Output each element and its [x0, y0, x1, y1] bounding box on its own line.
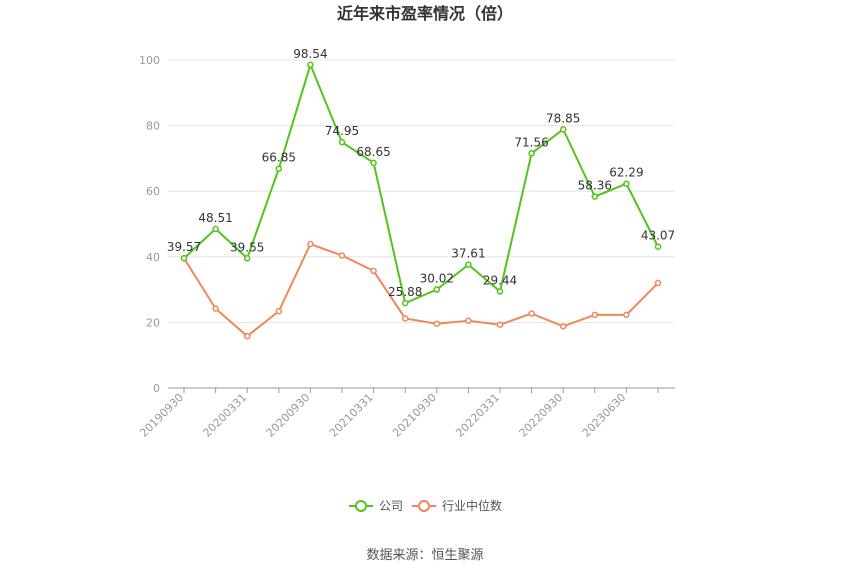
data-point-industry-median[interactable]: [559, 323, 567, 330]
y-tick-label: 0: [153, 382, 160, 395]
data-point-company[interactable]: [528, 150, 535, 157]
x-tick-label: 20200930: [264, 391, 313, 440]
legend-industry-label: 行业中位数: [442, 498, 502, 513]
data-point-industry-median[interactable]: [654, 279, 662, 287]
data-label-company: 74.95: [325, 124, 359, 138]
grid: [168, 59, 675, 323]
data-label-company: 39.57: [167, 240, 201, 254]
data-point-company[interactable]: [559, 126, 567, 133]
data-point-industry-median[interactable]: [623, 311, 630, 319]
data-point-industry-median[interactable]: [212, 305, 219, 312]
data-point-industry-median[interactable]: [275, 307, 283, 315]
data-point-company[interactable]: [623, 180, 630, 187]
data-label-company: 62.29: [609, 166, 643, 180]
legend-industry-marker-icon: [418, 500, 430, 512]
data-label-company: 78.85: [546, 111, 580, 125]
y-tick-label: 80: [146, 120, 160, 133]
data-point-company[interactable]: [275, 165, 283, 172]
y-tick-label: 20: [146, 316, 160, 329]
x-tick-label: 20230630: [580, 391, 629, 440]
data-label-company: 43.07: [641, 229, 675, 243]
data-point-company[interactable]: [370, 159, 377, 167]
y-tick-label: 40: [146, 251, 160, 264]
data-label-company: 30.02: [420, 272, 454, 286]
data-point-industry-median[interactable]: [528, 310, 535, 317]
data-point-company[interactable]: [180, 254, 188, 262]
data-point-industry-median[interactable]: [243, 332, 251, 340]
y-tick-label: 60: [146, 185, 160, 198]
legend-company-marker-icon: [355, 500, 367, 512]
data-point-industry-median[interactable]: [433, 320, 441, 327]
x-tick-label: 20210331: [327, 391, 376, 440]
data-label-company: 29.44: [483, 273, 517, 287]
data-labels: 39.57 48.51 39.55 66.85 98.54 74.95 68.65 25.88…: [167, 47, 675, 299]
data-point-company[interactable]: [212, 225, 219, 233]
data-label-company: 48.51: [198, 211, 232, 225]
data-point-company[interactable]: [591, 193, 599, 200]
series-line-company: [183, 61, 659, 305]
data-point-company[interactable]: [338, 138, 346, 146]
data-point-company[interactable]: [401, 299, 409, 307]
data-label-company: 25.88: [388, 285, 422, 299]
data-point-industry-median[interactable]: [465, 317, 472, 325]
x-tick-label: 20200331: [201, 391, 250, 440]
x-tick-label: 20220331: [453, 391, 502, 440]
data-point-industry-median[interactable]: [307, 240, 314, 248]
series-line-industry-median: [183, 242, 659, 338]
data-label-company: 37.61: [451, 247, 485, 261]
data-point-industry-median[interactable]: [370, 267, 377, 275]
data-point-industry-median[interactable]: [496, 321, 504, 328]
data-point-company[interactable]: [496, 288, 504, 295]
data-label-company: 39.55: [230, 240, 264, 254]
x-tick-label: 20220930: [517, 391, 566, 440]
series: [180, 61, 662, 340]
chart-title: 近年来市盈率情况（倍）: [337, 4, 513, 23]
data-point-industry-median[interactable]: [591, 311, 599, 319]
legend[interactable]: 公司 行业中位数: [349, 498, 502, 513]
data-point-company[interactable]: [654, 243, 662, 250]
legend-item-company[interactable]: 公司: [349, 499, 403, 513]
data-label-company: 68.65: [356, 145, 390, 159]
data-point-industry-median[interactable]: [338, 252, 346, 259]
data-point-industry-median[interactable]: [401, 315, 409, 322]
legend-item-industry-median[interactable]: 行业中位数: [412, 498, 502, 513]
data-point-company[interactable]: [243, 255, 251, 262]
data-point-company[interactable]: [307, 61, 314, 69]
data-point-company[interactable]: [465, 261, 472, 268]
y-axis-ticks: 0 20 40 60 80 100: [139, 54, 160, 395]
data-source: 数据来源：恒生聚源: [366, 548, 483, 563]
x-axis-ticks: 20190930 20200331 20200930 20210331 20210930…: [137, 388, 659, 440]
data-label-company: 98.54: [293, 47, 327, 61]
y-tick-label: 100: [139, 54, 160, 67]
data-label-company: 71.56: [514, 135, 548, 149]
legend-company-label: 公司: [379, 499, 403, 513]
data-label-company: 66.85: [262, 151, 296, 165]
x-tick-label: 20190930: [137, 391, 186, 440]
x-tick-label: 20210930: [390, 391, 439, 440]
data-point-company[interactable]: [433, 286, 441, 293]
data-label-company: 58.36: [578, 179, 612, 193]
